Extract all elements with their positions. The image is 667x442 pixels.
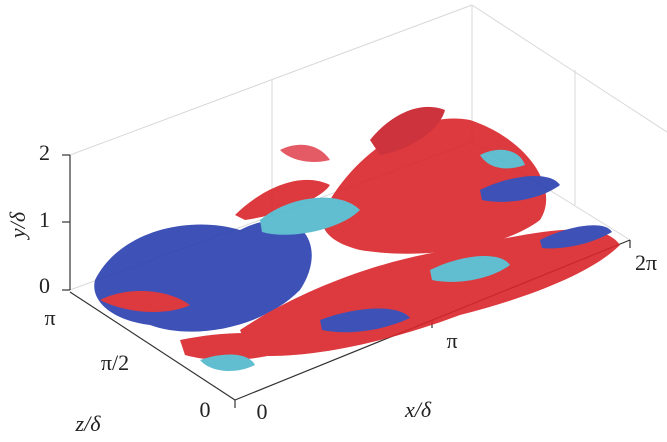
red-structure	[180, 333, 300, 361]
cyan-structure	[480, 149, 525, 169]
isosurfaces	[94, 106, 620, 372]
z-tick-label: π/2	[101, 350, 129, 375]
red-structure	[370, 106, 445, 155]
x-tick-label: 0	[257, 399, 268, 424]
y-tick-label: 1	[39, 207, 50, 232]
cyan-structure	[430, 255, 510, 282]
y-axis-label: y/δ	[5, 211, 30, 240]
blue-structure	[320, 308, 410, 333]
z-axis-label: z/δ	[75, 411, 102, 436]
x-axis-label: x/δ	[404, 397, 432, 422]
cyan-structure	[200, 354, 255, 372]
red-structure	[280, 144, 330, 162]
blue-structure	[540, 225, 612, 249]
cyan-structure	[260, 197, 360, 235]
y-tick-label: 2	[39, 140, 50, 165]
z-tick-label: 0	[200, 397, 211, 422]
red-structure	[235, 179, 330, 220]
x-tick-label: π	[446, 328, 457, 353]
y-tick-label: 0	[39, 273, 50, 298]
z-tick-label: π	[44, 305, 55, 330]
x-tick-label: 2π	[635, 250, 657, 275]
red-structure	[100, 290, 190, 312]
blue-structure	[480, 175, 560, 202]
